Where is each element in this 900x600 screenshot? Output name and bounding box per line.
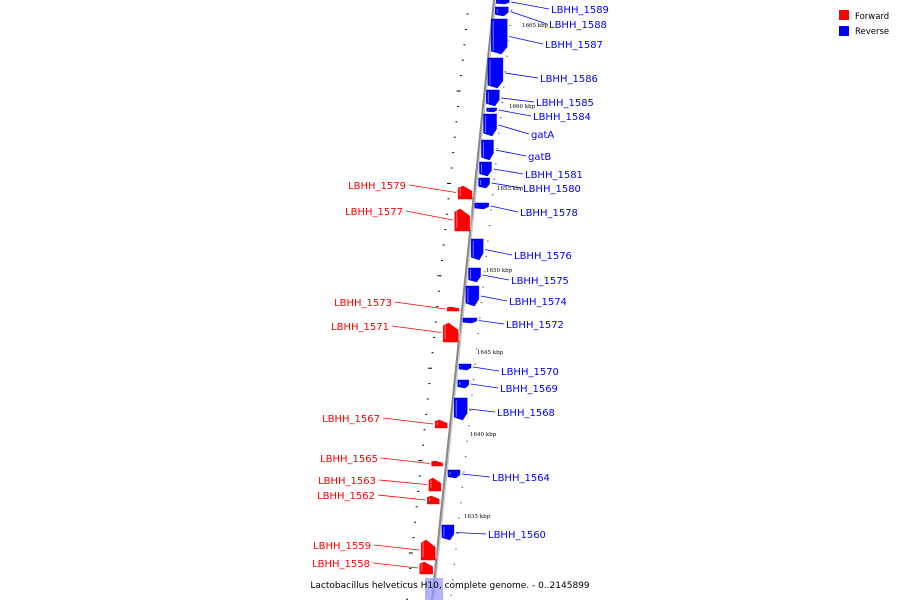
gene-label-reverse[interactable]: gatB — [528, 152, 551, 163]
gene-label-reverse[interactable]: LBHH_1585 — [536, 98, 594, 109]
gene-label-forward[interactable]: LBHH_1571 — [331, 322, 389, 333]
gene-label-reverse[interactable]: LBHH_1564 — [492, 473, 550, 484]
gene-label-reverse[interactable]: gatA — [531, 130, 554, 141]
gene-reverse[interactable]: LBHH_1575 — [468, 267, 569, 287]
legend-forward-swatch — [839, 10, 849, 20]
gene-label-forward[interactable]: LBHH_1573 — [334, 298, 392, 309]
gene-label-reverse[interactable]: LBHH_1576 — [514, 251, 572, 262]
ruler-ticks — [406, 9, 513, 600]
gene-label-reverse[interactable]: LBHH_1581 — [525, 170, 583, 181]
gene-label-reverse[interactable]: LBHH_1575 — [511, 276, 569, 287]
gene-label-reverse[interactable]: LBHH_1570 — [501, 367, 559, 378]
gene-forward[interactable]: LBHH_1559 — [313, 539, 438, 561]
gene-label-reverse[interactable]: LBHH_1578 — [520, 208, 578, 219]
gene-reverse[interactable]: LBHH_1588 — [495, 6, 607, 31]
gene-forward[interactable]: LBHH_1579 — [348, 181, 475, 200]
gene-label-forward[interactable]: LBHH_1565 — [320, 454, 378, 465]
gene-forward[interactable]: LBHH_1563 — [318, 476, 443, 492]
gene-reverse[interactable]: LBHH_1568 — [453, 397, 555, 421]
gene-reverse[interactable]: LBHH_1578 — [474, 202, 578, 219]
gene-label-reverse[interactable]: LBHH_1560 — [488, 530, 546, 541]
gene-label-forward[interactable]: LBHH_1563 — [318, 476, 376, 487]
legend-reverse-label: Reverse — [855, 27, 889, 37]
ruler-label: 1650 kbp — [486, 268, 513, 274]
ruler-label: 1640 kbp — [470, 432, 497, 438]
gene-label-reverse[interactable]: LBHH_1588 — [549, 20, 607, 31]
gene-reverse[interactable]: LBHH_1576 — [470, 238, 572, 262]
gene-forward[interactable]: LBHH_1577 — [345, 207, 472, 232]
gene-forward[interactable]: LBHH_1567 — [322, 414, 450, 429]
gene-label-reverse[interactable]: LBHH_1580 — [523, 184, 581, 195]
gene-label-reverse[interactable]: LBHH_1572 — [506, 320, 564, 331]
gene-label-forward[interactable]: LBHH_1562 — [317, 491, 375, 502]
gene-reverse[interactable]: LBHH_1574 — [465, 285, 567, 308]
gene-reverse[interactable]: LBHH_1584 — [486, 107, 591, 123]
ruler-labels: 1665 kbp 1660 kbp 1655 kbp 1650 kbp 1645 kbp… — [464, 23, 549, 520]
gene-reverse[interactable]: LBHH_1589 — [496, 0, 609, 16]
gene-label-reverse[interactable]: LBHH_1569 — [500, 384, 558, 395]
gene-reverse[interactable]: LBHH_1587 — [490, 18, 603, 55]
gene-label-forward[interactable]: LBHH_1577 — [345, 207, 403, 218]
gene-label-reverse[interactable]: LBHH_1568 — [497, 408, 555, 419]
gene-reverse[interactable]: LBHH_1585 — [486, 89, 594, 109]
gene-label-reverse[interactable]: LBHH_1589 — [551, 5, 609, 16]
gene-reverse[interactable]: LBHH_1570 — [458, 363, 559, 378]
gene-forward[interactable]: LBHH_1565 — [320, 454, 445, 467]
legend-reverse-swatch — [839, 26, 849, 36]
gene-reverse[interactable]: gatB — [481, 139, 552, 163]
gene-label-forward[interactable]: LBHH_1567 — [322, 414, 380, 425]
gene-reverse[interactable]: gatA — [483, 113, 555, 141]
highlight-region[interactable] — [425, 578, 443, 600]
gene-label-reverse[interactable]: LBHH_1587 — [545, 40, 603, 51]
gene-label-forward[interactable]: LBHH_1558 — [312, 559, 370, 570]
gene-reverse[interactable]: LBHH_1564 — [447, 469, 550, 484]
ruler-label: 1645 kbp — [477, 350, 504, 356]
ruler-label: 1655 kbp — [497, 186, 524, 192]
legend: Forward Reverse — [839, 10, 889, 37]
gene-label-reverse[interactable]: LBHH_1584 — [533, 112, 591, 123]
gene-reverse[interactable]: LBHH_1569 — [457, 379, 558, 395]
genome-caption: Lactobacillus helveticus H10, complete g… — [310, 581, 590, 591]
gene-label-reverse[interactable]: LBHH_1574 — [509, 297, 567, 308]
gene-forward[interactable]: LBHH_1562 — [317, 491, 442, 505]
gene-reverse[interactable]: LBHH_1572 — [462, 317, 564, 331]
gene-features: LBHH_1589 LBHH_1588 LBHH_1587 LBHH_1586 LBHH… — [312, 0, 609, 575]
gene-forward[interactable]: LBHH_1571 — [331, 322, 461, 343]
legend-forward-label: Forward — [855, 12, 889, 22]
gene-reverse[interactable]: LBHH_1586 — [487, 57, 598, 89]
gene-label-forward[interactable]: LBHH_1579 — [348, 181, 406, 192]
gene-reverse[interactable]: LBHH_1580 — [478, 177, 581, 195]
gene-forward[interactable]: LBHH_1558 — [312, 559, 435, 575]
ruler-label: 1665 kbp — [522, 23, 549, 29]
ruler-label: 1660 kbp — [509, 104, 536, 110]
gene-reverse[interactable]: LBHH_1560 — [441, 524, 546, 541]
gene-forward[interactable]: LBHH_1573 — [334, 298, 462, 312]
ruler-label: 1635 kbp — [464, 514, 491, 520]
gene-label-reverse[interactable]: LBHH_1586 — [540, 74, 598, 85]
backbone — [431, 0, 497, 600]
gene-reverse[interactable]: LBHH_1581 — [479, 161, 583, 181]
gene-label-forward[interactable]: LBHH_1559 — [313, 541, 371, 552]
